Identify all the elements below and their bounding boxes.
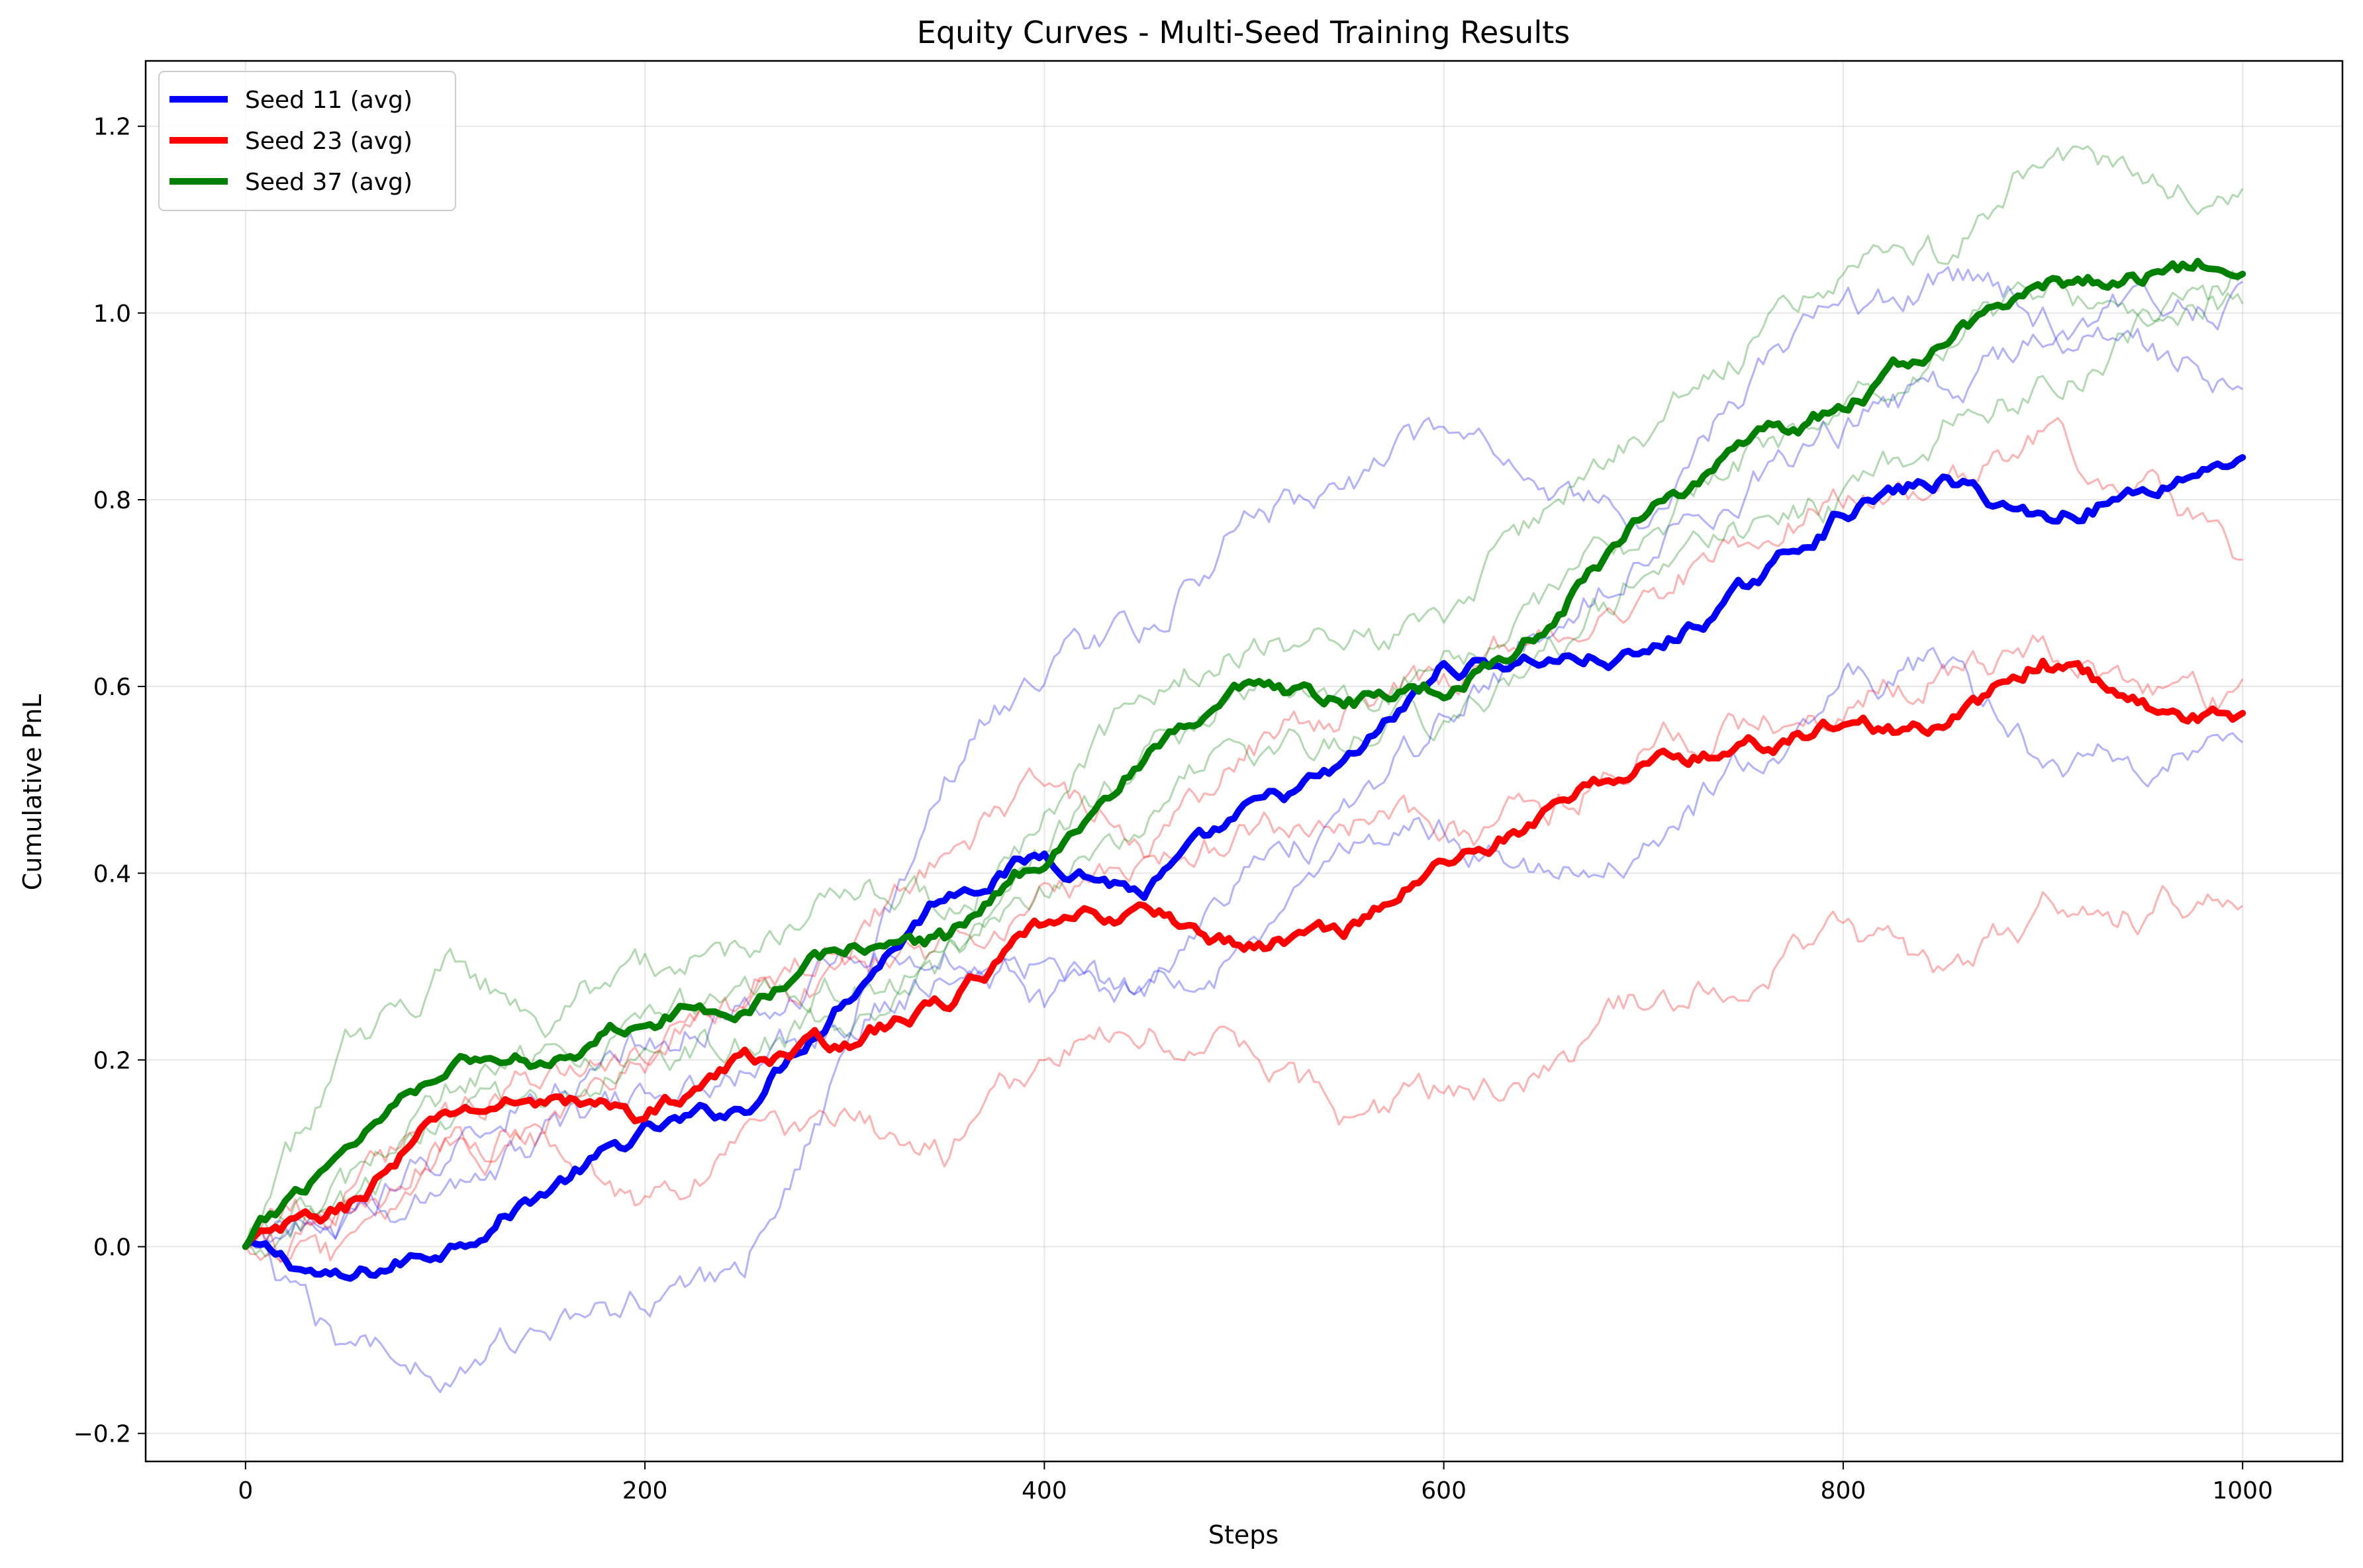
- y-tick-label: 1.2: [93, 114, 131, 141]
- run-line: [244, 266, 2243, 1393]
- legend: Seed 11 (avg) Seed 23 (avg) Seed 37 (avg): [158, 71, 456, 211]
- legend-label: Seed 11 (avg): [245, 87, 412, 114]
- y-tick-label: 0.6: [93, 674, 131, 701]
- x-tick-label: 400: [1022, 1477, 1067, 1504]
- plot-frame: [144, 60, 2344, 1463]
- average-series: [242, 257, 2246, 1282]
- chart-title: Equity Curves - Multi-Seed Training Resu…: [917, 15, 1570, 50]
- x-tick-label: 0: [238, 1477, 253, 1504]
- x-tick-label: 1000: [2212, 1477, 2273, 1504]
- run-line: [245, 269, 2244, 1258]
- x-tick-label: 200: [622, 1477, 668, 1504]
- y-tick-label: 0.8: [93, 487, 131, 514]
- y-tick-label: 1.0: [93, 300, 131, 328]
- y-tick-label: 0.2: [93, 1047, 131, 1074]
- y-tick-label: 0.0: [93, 1234, 131, 1262]
- legend-box: [158, 71, 456, 211]
- series-line: [242, 454, 2246, 1282]
- run-line: [244, 278, 2244, 1248]
- series-line: [242, 657, 2246, 1250]
- x-tick-label: 800: [1821, 1477, 1866, 1504]
- y-tick-label: −0.2: [73, 1421, 131, 1448]
- legend-label: Seed 37 (avg): [245, 169, 412, 196]
- run-line: [244, 145, 2244, 1247]
- series-line: [242, 257, 2246, 1250]
- run-line: [245, 417, 2243, 1249]
- y-tick-label: 0.4: [93, 860, 131, 888]
- run-line: [244, 281, 2243, 1249]
- run-line: [244, 634, 2244, 1263]
- legend-label: Seed 23 (avg): [245, 128, 412, 155]
- y-axis-label: Cumulative PnL: [18, 694, 47, 890]
- x-axis-ticks: 0 200 400 600 800 1000: [238, 1461, 2273, 1504]
- y-axis-ticks: −0.2 0.0 0.2 0.4 0.6 0.8 1.0 1.2: [73, 114, 146, 1448]
- x-axis-label: Steps: [1208, 1520, 1278, 1549]
- x-tick-label: 600: [1421, 1477, 1467, 1504]
